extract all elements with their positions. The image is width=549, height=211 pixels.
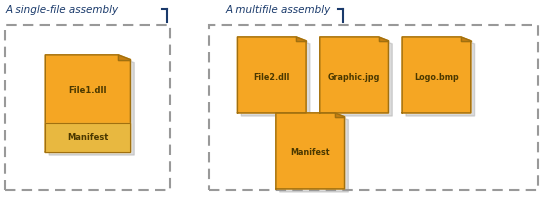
Polygon shape bbox=[334, 113, 345, 117]
Polygon shape bbox=[45, 55, 131, 152]
Polygon shape bbox=[276, 113, 345, 189]
Polygon shape bbox=[406, 40, 474, 116]
Polygon shape bbox=[49, 58, 135, 155]
Text: Manifest: Manifest bbox=[67, 133, 109, 142]
Bar bbox=[5, 25, 170, 190]
Text: A single-file assembly: A single-file assembly bbox=[5, 5, 119, 15]
Polygon shape bbox=[324, 40, 392, 116]
Polygon shape bbox=[279, 116, 348, 192]
Polygon shape bbox=[461, 37, 471, 41]
Text: A multifile assembly: A multifile assembly bbox=[225, 5, 330, 15]
Text: Graphic.jpg: Graphic.jpg bbox=[328, 73, 380, 81]
Polygon shape bbox=[402, 37, 471, 113]
Polygon shape bbox=[242, 40, 310, 116]
Text: File1.dll: File1.dll bbox=[69, 86, 107, 95]
Text: Logo.bmp: Logo.bmp bbox=[414, 73, 459, 81]
Bar bbox=[209, 25, 538, 190]
Polygon shape bbox=[379, 37, 389, 41]
Text: Manifest: Manifest bbox=[290, 149, 330, 157]
Polygon shape bbox=[119, 55, 131, 60]
Polygon shape bbox=[45, 123, 131, 152]
Polygon shape bbox=[296, 37, 306, 41]
Polygon shape bbox=[320, 37, 389, 113]
Text: File2.dll: File2.dll bbox=[254, 73, 290, 81]
Polygon shape bbox=[237, 37, 306, 113]
